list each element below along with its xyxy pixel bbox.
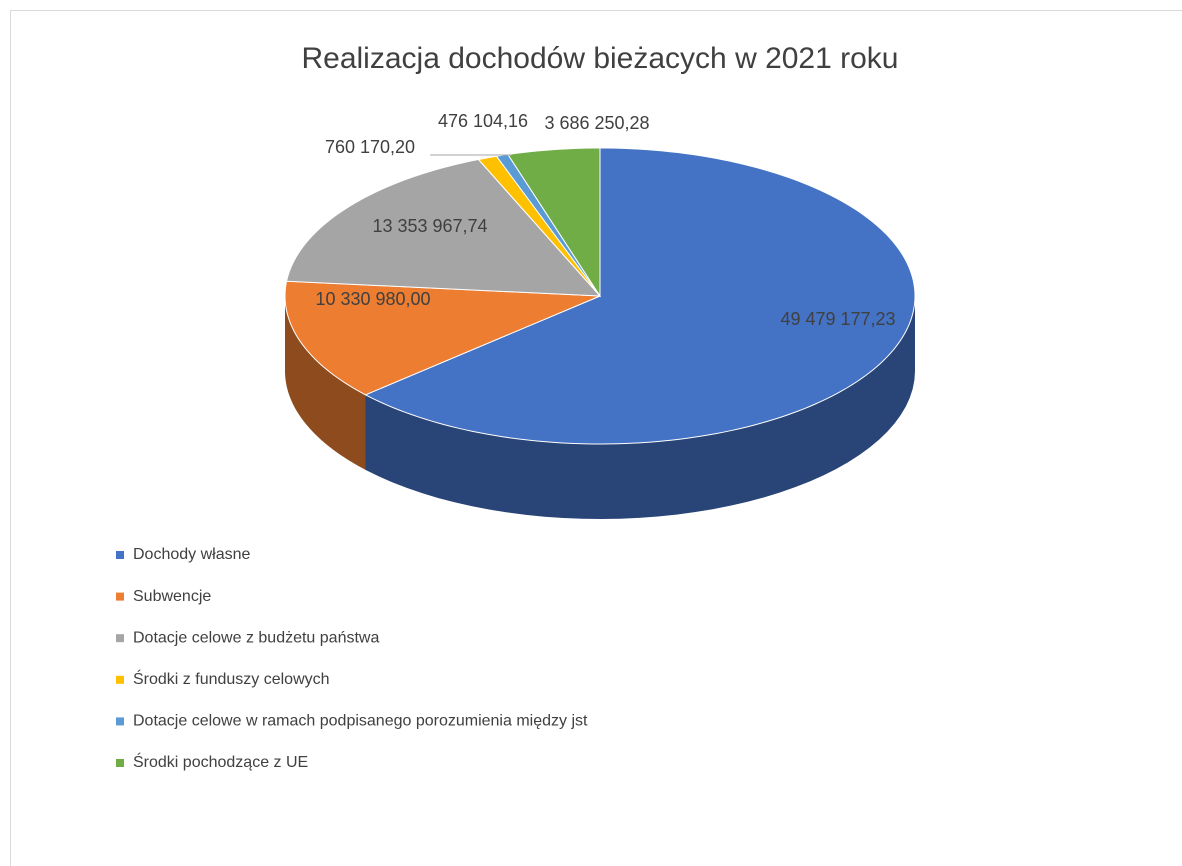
legend-swatch bbox=[116, 634, 124, 643]
legend-label: Dochody własne bbox=[133, 546, 251, 563]
slice-side bbox=[365, 296, 916, 519]
legend-swatch bbox=[116, 551, 124, 559]
legend-swatch bbox=[116, 592, 124, 601]
legend-label: Środki z funduszy celowych bbox=[133, 669, 330, 688]
legend-label: Subwencje bbox=[133, 588, 211, 605]
data-label: 13 353 967,74 bbox=[372, 216, 487, 236]
data-label: 476 104,16 bbox=[438, 111, 528, 131]
data-label: 760 170,20 bbox=[325, 137, 415, 157]
data-label: 49 479 177,23 bbox=[780, 309, 895, 329]
legend-swatch bbox=[116, 675, 124, 684]
chart-title: Realizacja dochodów bieżacych w 2021 rok… bbox=[301, 42, 898, 75]
legend-label: Dotacje celowe z budżetu państwa bbox=[133, 629, 379, 646]
legend-swatch bbox=[116, 759, 124, 767]
slice bbox=[364, 147, 916, 445]
data-label: 10 330 980,00 bbox=[315, 289, 430, 309]
legend-label: Dotacje celowe w ramach podpisanego poro… bbox=[133, 713, 588, 730]
slice bbox=[285, 158, 602, 297]
chart-frame bbox=[10, 10, 1182, 866]
legend-swatch bbox=[116, 717, 124, 726]
data-label: 3 686 250,28 bbox=[544, 113, 649, 133]
slice bbox=[507, 147, 601, 298]
slice bbox=[284, 280, 601, 396]
legend-label: Środki pochodzące z UE bbox=[133, 752, 308, 771]
slice-side bbox=[285, 296, 366, 470]
